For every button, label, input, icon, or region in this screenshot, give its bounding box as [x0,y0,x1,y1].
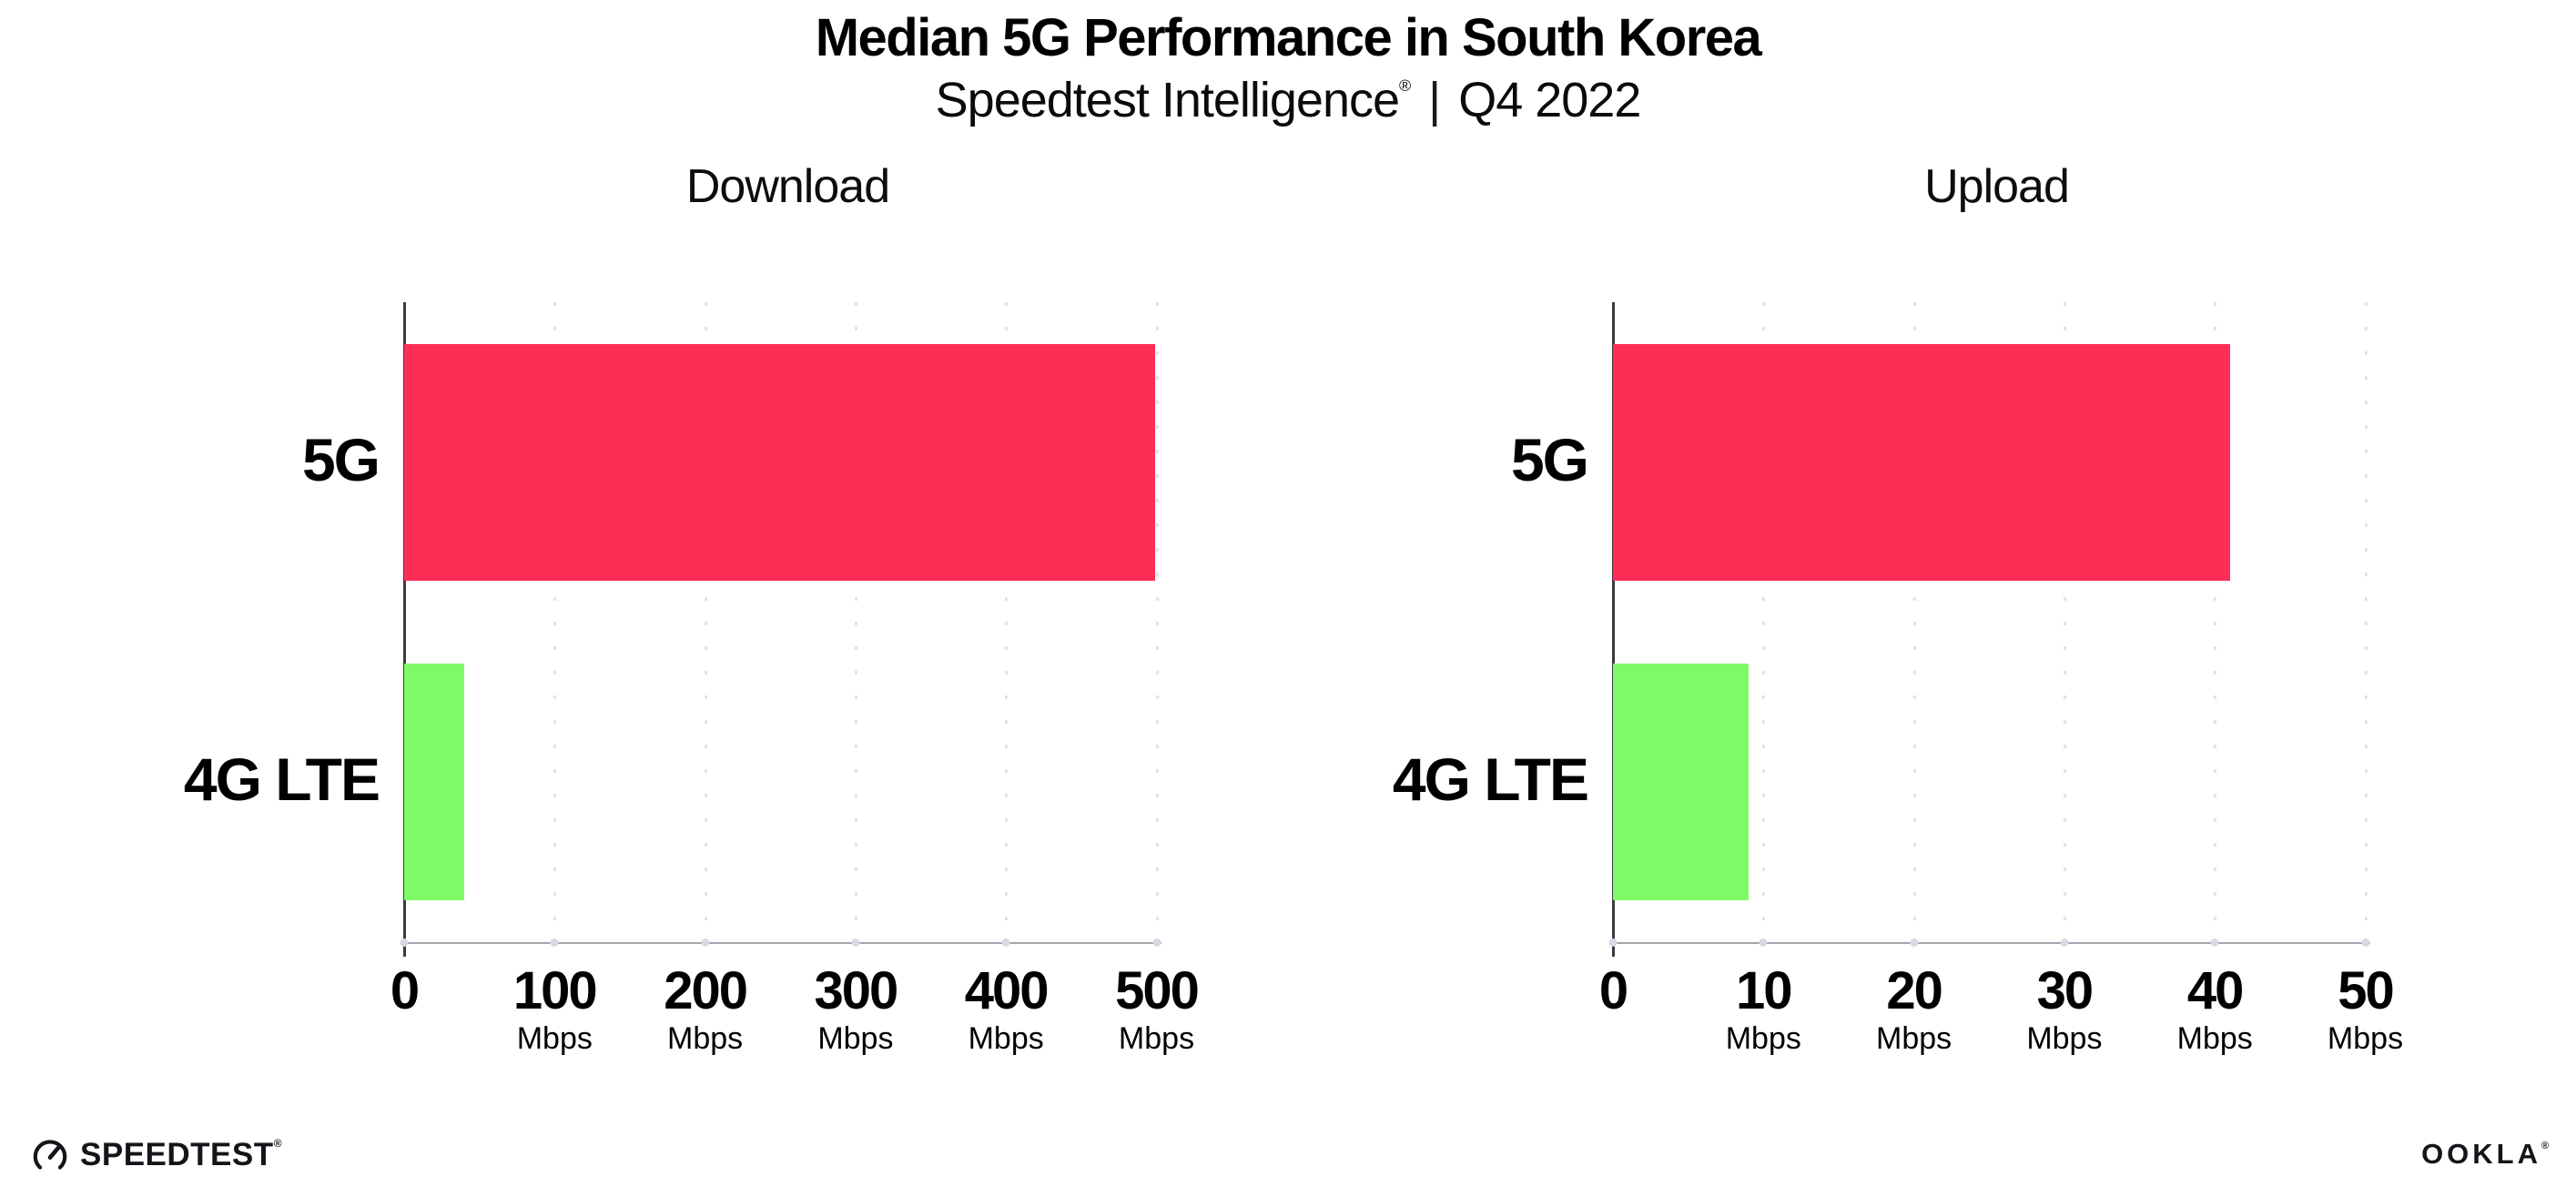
x-tick-label-20: 20 Mbps [1876,961,1952,1056]
x-tick-label-0: 0 [390,961,420,1020]
bar-4g-lte-download [404,664,465,901]
speedtest-trademark: ® [273,1137,283,1150]
x-tick-unit: Mbps [2327,1020,2404,1056]
axis-tick-dot-40 [2210,938,2219,947]
gridline-500 [1155,302,1159,942]
axis-tick-dot-0 [1608,938,1618,947]
page-subtitle: Speedtest Intelligence® | Q4 2022 [0,72,2576,128]
x-tick-value: 100 [512,961,598,1020]
download-x-axis [404,942,1161,944]
category-label-4g-lte: 4G LTE [183,746,380,814]
upload-chart: Upload 5G 4G LTE 0 10 Mbps 20 Mbps 30 Mbps 40 Mbps… [1393,160,2403,1054]
x-tick-value: 20 [1886,961,1943,1020]
x-tick-label-100: 100 Mbps [512,961,598,1056]
x-tick-value: 0 [1598,961,1628,1020]
category-label-5g: 5G [1510,425,1589,493]
axis-tick-dot-20 [1910,938,1919,947]
bar-5g-upload [1613,343,2230,581]
x-tick-value: 0 [390,961,420,1020]
x-tick-unit: Mbps [1118,1020,1195,1056]
x-tick-value: 30 [2036,961,2094,1020]
ookla-logo: OOKLA® [2421,1138,2549,1170]
axis-tick-dot-400 [1001,938,1010,947]
gridline-400 [1005,302,1009,942]
bar-5g-download [404,343,1155,581]
axis-tick-dot-10 [1759,938,1768,947]
download-y-axis [403,302,406,957]
download-chart: Download 5G 4G LTE 0 100 Mbps 200 Mbps 300 Mbps 4… [184,160,1200,1054]
x-tick-unit: Mbps [667,1020,744,1056]
ookla-trademark: ® [2541,1141,2549,1151]
x-tick-value: 200 [664,961,748,1020]
x-tick-label-300: 300 Mbps [814,961,899,1056]
upload-plot-area [1608,302,2380,957]
upload-chart-title: Upload [1924,160,2070,214]
x-tick-value: 400 [964,961,1050,1020]
x-tick-unit: Mbps [817,1020,894,1056]
x-tick-unit: Mbps [516,1020,593,1056]
x-tick-label-10: 10 Mbps [1725,961,1801,1056]
upload-y-axis [1612,302,1615,957]
gridline-20 [1912,302,1916,942]
x-tick-unit: Mbps [1876,1020,1952,1056]
header: Median 5G Performance in South Korea Spe… [0,7,2576,128]
x-tick-label-40: 40 Mbps [2176,961,2253,1056]
subtitle-period: Q4 2022 [1458,73,1641,127]
x-tick-value: 50 [2338,961,2395,1020]
gridline-200 [704,302,707,942]
category-label-5g: 5G [301,425,380,493]
axis-tick-dot-30 [2060,938,2069,947]
x-tick-value: 300 [814,961,899,1020]
axis-tick-dot-50 [2361,938,2369,947]
gridline-100 [553,302,557,942]
speedtest-gauge-icon [33,1140,67,1170]
page-title: Median 5G Performance in South Korea [815,8,1762,67]
gridline-40 [2214,302,2217,942]
gridline-30 [2063,302,2066,942]
x-tick-unit: Mbps [2176,1020,2253,1056]
x-tick-value: 10 [1736,961,1793,1020]
x-tick-label-50: 50 Mbps [2327,961,2404,1056]
x-tick-value: 40 [2186,961,2245,1020]
x-tick-label-500: 500 Mbps [1115,961,1200,1056]
axis-tick-dot-500 [1152,938,1161,947]
gridline-10 [1762,302,1766,942]
subtitle-separator: | [1428,73,1441,127]
download-plot-area [400,302,1171,957]
category-label-4g-lte: 4G LTE [1392,746,1589,814]
axis-tick-dot-300 [851,938,860,947]
x-tick-label-0: 0 [1598,961,1628,1020]
x-tick-label-200: 200 Mbps [664,961,748,1056]
x-tick-value: 500 [1115,961,1200,1020]
registered-mark: ® [1399,76,1411,95]
subtitle-brand: Speedtest Intelligence [935,73,1400,127]
upload-x-axis [1613,942,2370,944]
axis-tick-dot-200 [701,938,710,947]
download-chart-title: Download [685,160,890,214]
bar-4g-lte-upload [1613,664,1749,901]
gridline-300 [854,302,857,942]
axis-tick-dot-0 [400,938,409,947]
x-tick-label-400: 400 Mbps [964,961,1050,1056]
speedtest-logo: SPEEDTEST® [29,1134,282,1176]
x-tick-unit: Mbps [2026,1020,2103,1056]
speedtest-wordmark: SPEEDTEST® [80,1137,283,1172]
x-tick-label-30: 30 Mbps [2026,961,2103,1056]
gridline-50 [2364,302,2368,942]
x-tick-unit: Mbps [968,1020,1044,1056]
x-tick-unit: Mbps [1725,1020,1801,1056]
axis-tick-dot-100 [550,938,559,947]
